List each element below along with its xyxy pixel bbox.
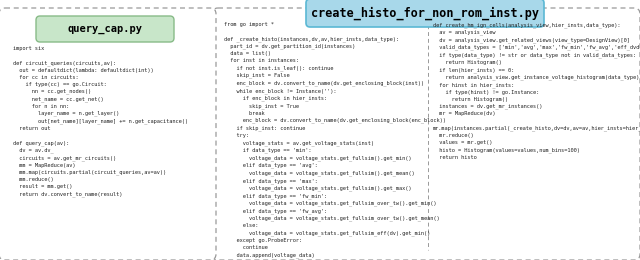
FancyBboxPatch shape (306, 0, 544, 27)
Text: from go import *

def _create_histo(instances,dv,av,hier_insts,data_type):
  par: from go import * def _create_histo(insta… (224, 22, 446, 260)
FancyBboxPatch shape (36, 16, 174, 42)
Text: def create_hm_ign_cells(analysis_view,hier_insts,data_type):
  av = analysis_vie: def create_hm_ign_cells(analysis_view,hi… (433, 22, 640, 160)
Text: import six

def circuit_queries(circuits,av):
  out = defaultdict(lambda: defaul: import six def circuit_queries(circuits,… (13, 46, 188, 197)
Text: create_histo_for_non_rom_inst.py: create_histo_for_non_rom_inst.py (311, 6, 539, 20)
FancyBboxPatch shape (0, 8, 216, 260)
Text: query_cap.py: query_cap.py (67, 24, 143, 34)
FancyBboxPatch shape (212, 8, 640, 260)
